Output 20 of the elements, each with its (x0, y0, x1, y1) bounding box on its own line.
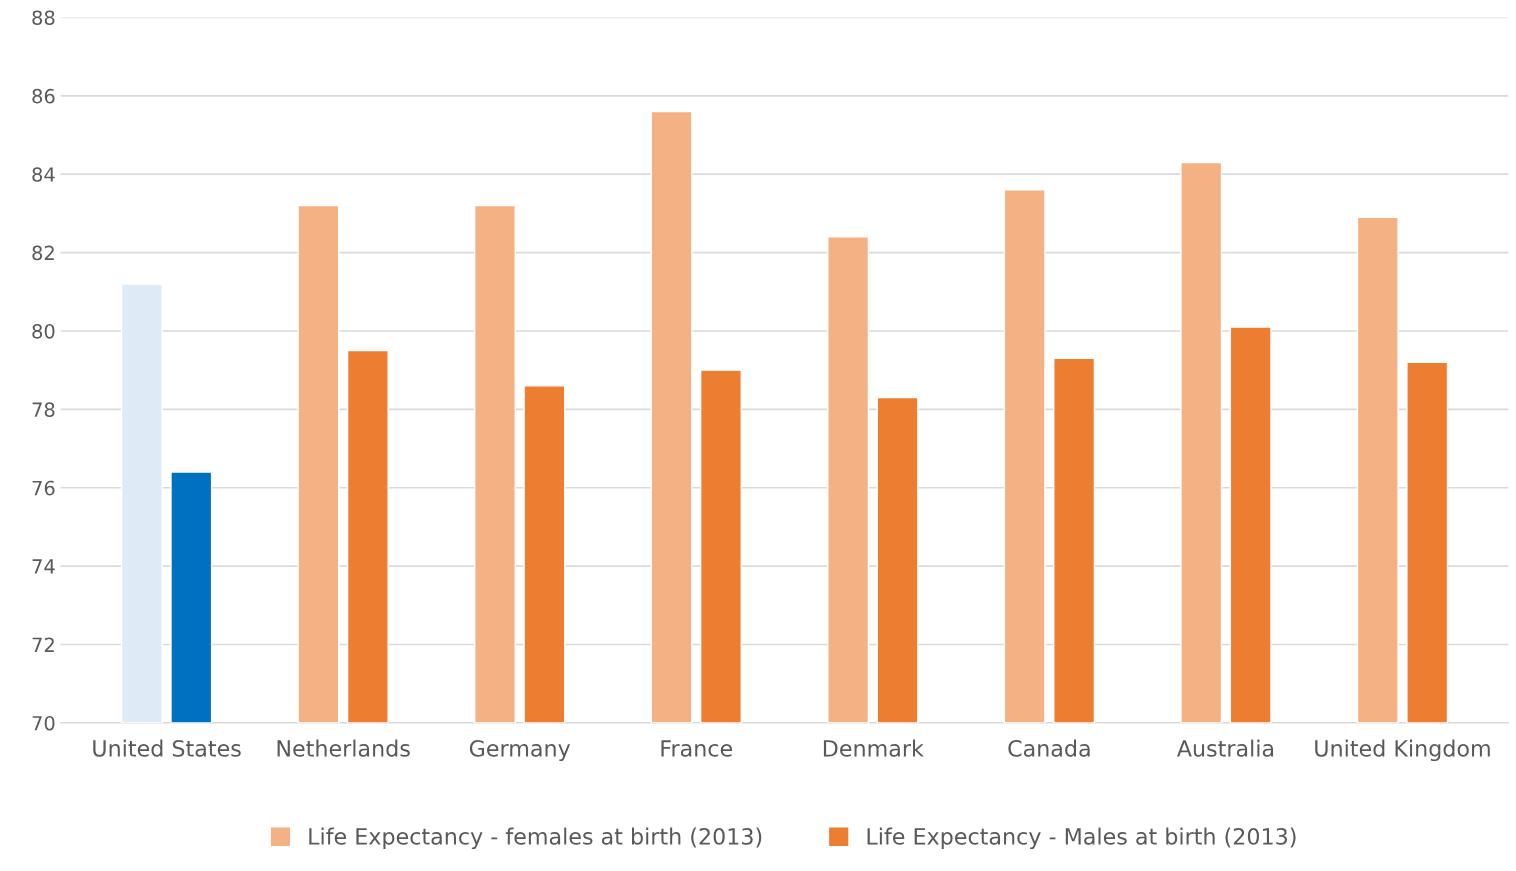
x-tick-label: Australia (1176, 739, 1274, 757)
legend-label: Life Expectancy - Males at birth (2013) (867, 827, 1296, 850)
x-tick-label: United States (93, 739, 241, 757)
x-tick-label: Canada (1008, 739, 1090, 757)
y-tick-label: 78 (32, 402, 55, 418)
x-tick-label: Netherlands (277, 739, 410, 757)
y-tick-label: 74 (32, 559, 55, 574)
x-tick-label: United Kingdom (1315, 739, 1490, 762)
y-tick-label: 82 (32, 245, 54, 261)
legend-label: Life Expectancy - females at birth (2013) (309, 827, 762, 850)
y-tick-label: 80 (32, 323, 55, 339)
x-tick-label: France (661, 740, 733, 757)
y-tick-label: 86 (32, 88, 55, 104)
y-tick-label: 72 (32, 637, 54, 652)
y-tick-label: 76 (32, 480, 55, 496)
y-tick-label: 70 (32, 715, 55, 731)
y-tick-label: 84 (32, 167, 55, 182)
x-tick-label: Germany (469, 739, 571, 762)
x-tick-label: Denmark (823, 739, 924, 757)
y-tick-label: 88 (32, 10, 55, 26)
